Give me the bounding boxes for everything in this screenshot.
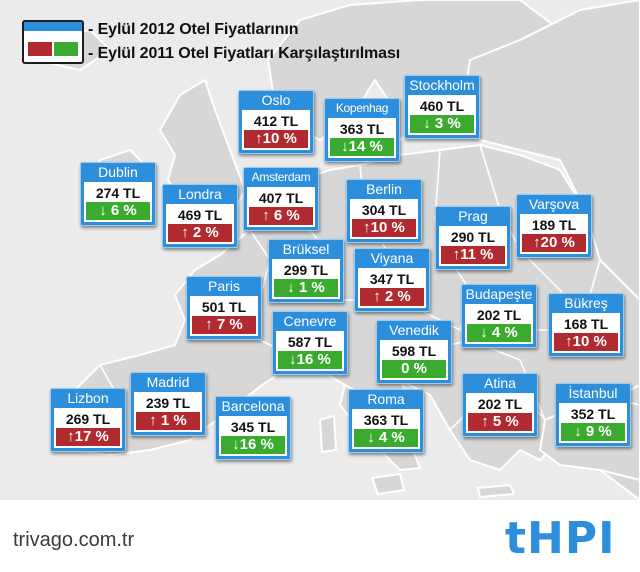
city-price: 347 TL (369, 271, 415, 287)
city-change: ↑10 % (352, 219, 416, 237)
city-name: Budapeşte (465, 286, 533, 302)
city-price: 202 TL (477, 396, 523, 412)
city-price: 363 TL (339, 121, 385, 137)
city-change: ↓14 % (330, 138, 394, 156)
city-change: ↓ 3 % (410, 115, 474, 133)
city-name: Londra (178, 186, 222, 202)
thpi-logo: tHPI (505, 513, 616, 564)
city-card-barcelona[interactable]: Barcelona 345 TL ↓16 % (215, 396, 291, 460)
city-change: ↓ 1 % (274, 279, 338, 297)
city-price: 168 TL (563, 316, 609, 332)
city-card-berlin[interactable]: Berlin 304 TL ↑10 % (346, 179, 422, 243)
site-link[interactable]: trivago.com.tr (13, 529, 135, 551)
legend-title-line-1: - Eylül 2012 Otel Fiyatlarının (88, 21, 299, 38)
city-change: ↓ 4 % (467, 324, 531, 342)
city-name: Viyana (370, 250, 414, 266)
footer: trivago.com.tr tHPI (0, 500, 640, 572)
city-price: 239 TL (145, 395, 191, 411)
legend-icon (22, 20, 84, 64)
city-change: ↑ 6 % (249, 207, 313, 225)
city-card-paris[interactable]: Paris 501 TL ↑ 7 % (186, 276, 262, 340)
city-name: Prag (458, 208, 488, 224)
city-name: Kopenhag (335, 101, 389, 115)
city-card-lizbon[interactable]: Lizbon 269 TL ↑17 % (50, 388, 126, 452)
city-card-bruksel[interactable]: Brüksel 299 TL ↓ 1 % (268, 239, 344, 303)
city-card-atina[interactable]: Atina 202 TL ↑ 5 % (462, 373, 538, 437)
city-price: 598 TL (391, 343, 437, 359)
city-change: 0 % (382, 360, 446, 378)
city-card-istanbul[interactable]: İstanbul 352 TL ↓ 9 % (555, 383, 631, 447)
city-card-budapeste[interactable]: Budapeşte 202 TL ↓ 4 % (461, 284, 537, 348)
city-card-madrid[interactable]: Madrid 239 TL ↑ 1 % (130, 372, 206, 436)
city-name: Madrid (146, 374, 190, 390)
city-name: Paris (208, 278, 240, 294)
city-price: 407 TL (258, 190, 304, 206)
legend-icon-header (24, 22, 82, 31)
city-name: Roma (367, 391, 405, 407)
city-price: 469 TL (177, 207, 223, 223)
city-change: ↓16 % (221, 436, 285, 454)
city-price: 363 TL (363, 412, 409, 428)
city-name: Brüksel (282, 241, 330, 257)
city-price: 304 TL (361, 202, 407, 218)
city-price: 299 TL (283, 262, 329, 278)
legend-increase-swatch (28, 42, 52, 56)
city-change: ↓ 6 % (86, 202, 150, 220)
city-price: 202 TL (476, 307, 522, 323)
city-change: ↑11 % (441, 246, 505, 264)
city-name: Varşova (528, 196, 580, 212)
city-price: 189 TL (531, 217, 577, 233)
city-card-amsterdam[interactable]: Amsterdam 407 TL ↑ 6 % (243, 167, 319, 231)
city-change: ↑10 % (554, 333, 618, 351)
city-name: Berlin (366, 181, 402, 197)
city-card-roma[interactable]: Roma 363 TL ↓ 4 % (348, 389, 424, 453)
city-name: Oslo (261, 92, 291, 108)
city-price: 269 TL (65, 411, 111, 427)
city-price: 587 TL (287, 334, 333, 350)
city-name: İstanbul (568, 385, 618, 401)
city-card-kopenhag[interactable]: Kopenhag 363 TL ↓14 % (324, 98, 400, 162)
city-change: ↑ 2 % (360, 288, 424, 306)
city-price: 274 TL (95, 185, 141, 201)
city-price: 460 TL (419, 98, 465, 114)
legend-title-line-2: - Eylül 2011 Otel Fiyatları Karşılaştırı… (88, 45, 401, 62)
city-name: Dublin (98, 164, 138, 180)
city-change: ↑ 2 % (168, 224, 232, 242)
city-name: Bükreş (564, 295, 608, 311)
city-name: Atina (484, 375, 516, 391)
legend: - Eylül 2012 Otel Fiyatlarının - Eylül 2… (14, 16, 484, 68)
city-change: ↓ 9 % (561, 423, 625, 441)
city-price: 345 TL (230, 419, 276, 435)
city-change: ↓16 % (278, 351, 342, 369)
city-price: 501 TL (201, 299, 247, 315)
city-card-bukres[interactable]: Bükreş 168 TL ↑10 % (548, 293, 624, 357)
city-change: ↑20 % (522, 234, 586, 252)
city-name: Lizbon (67, 390, 109, 406)
city-card-londra[interactable]: Londra 469 TL ↑ 2 % (162, 184, 238, 248)
city-card-venedik[interactable]: Venedik 598 TL 0 % (376, 320, 452, 384)
city-change: ↑ 1 % (136, 412, 200, 430)
city-price: 352 TL (570, 406, 616, 422)
city-change: ↑ 7 % (192, 316, 256, 334)
city-card-viyana[interactable]: Viyana 347 TL ↑ 2 % (354, 248, 430, 312)
city-price: 290 TL (450, 229, 496, 245)
city-name: Venedik (389, 322, 439, 338)
city-card-dublin[interactable]: Dublin 274 TL ↓ 6 % (80, 162, 156, 226)
city-name: Stockholm (409, 77, 475, 93)
city-change: ↑ 5 % (468, 413, 532, 431)
city-card-stockholm[interactable]: Stockholm 460 TL ↓ 3 % (404, 75, 480, 139)
city-change: ↑10 % (244, 130, 308, 148)
city-card-varsova[interactable]: Varşova 189 TL ↑20 % (516, 194, 592, 258)
city-change: ↑17 % (56, 428, 120, 446)
city-card-prag[interactable]: Prag 290 TL ↑11 % (435, 206, 511, 270)
city-card-oslo[interactable]: Oslo 412 TL ↑10 % (238, 90, 314, 154)
city-name: Barcelona (221, 398, 285, 414)
city-change: ↓ 4 % (354, 429, 418, 447)
city-name: Cenevre (283, 313, 337, 329)
city-card-cenevre[interactable]: Cenevre 587 TL ↓16 % (272, 311, 348, 375)
city-name: Amsterdam (251, 170, 311, 184)
legend-decrease-swatch (54, 42, 78, 56)
city-price: 412 TL (253, 113, 299, 129)
